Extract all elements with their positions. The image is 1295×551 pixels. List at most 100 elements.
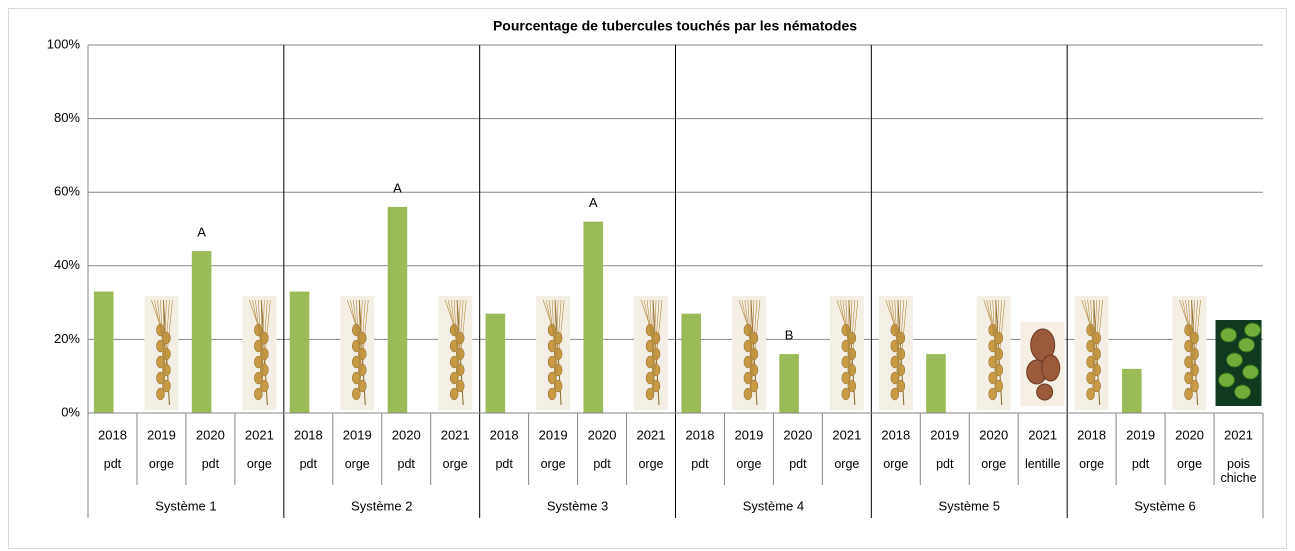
crop-label: orge <box>724 457 773 471</box>
crop-label: orge <box>137 457 186 471</box>
pea <box>1227 353 1243 367</box>
grain <box>156 388 164 400</box>
crop-label: pdt <box>88 457 137 471</box>
bar <box>388 207 408 413</box>
crop-label: orge <box>333 457 382 471</box>
crop-label-box: orge <box>431 457 480 491</box>
crop-picture <box>1216 320 1262 406</box>
crop-label-box: orge <box>871 457 920 491</box>
bar <box>681 314 701 413</box>
crop-label-box: orge <box>969 457 1018 491</box>
crop-label: pdt <box>284 457 333 471</box>
x-tick-label: 2019 <box>734 427 763 442</box>
pea <box>1219 373 1235 387</box>
crop-label: pdt <box>480 457 529 471</box>
crop-picture <box>879 296 913 410</box>
x-tick-label: 2018 <box>881 427 910 442</box>
grain <box>989 388 997 400</box>
x-tick-label: 2021 <box>1028 427 1057 442</box>
crop-label-box: pdt <box>1116 457 1165 491</box>
crop-picture <box>830 296 864 410</box>
significance-letter: A <box>393 180 402 195</box>
group-label: Système 2 <box>351 498 412 513</box>
crop-label-box: pdt <box>88 457 137 491</box>
crop-label-box: pdt <box>773 457 822 491</box>
y-tick-label: 60% <box>54 184 80 199</box>
crop-label: lentille <box>1018 457 1067 471</box>
pod <box>1042 355 1060 381</box>
crop-label-box: pdt <box>676 457 725 491</box>
crop-label-box: orge <box>529 457 578 491</box>
crop-label-box: orge <box>137 457 186 491</box>
crop-label-box: orge <box>235 457 284 491</box>
grain <box>842 388 850 400</box>
crop-label: pois chiche <box>1214 457 1263 485</box>
x-tick-label: 2021 <box>441 427 470 442</box>
x-tick-label: 2021 <box>245 427 274 442</box>
x-tick-label: 2020 <box>196 427 225 442</box>
crop-label-box: orge <box>333 457 382 491</box>
group-label: Système 5 <box>939 498 1000 513</box>
grain <box>891 388 899 400</box>
bar <box>926 354 946 413</box>
y-tick-label: 20% <box>54 331 80 346</box>
crop-label: orge <box>1165 457 1214 471</box>
crop-label: pdt <box>578 457 627 471</box>
crop-picture <box>536 296 570 410</box>
x-tick-label: 2021 <box>637 427 666 442</box>
crop-picture <box>634 296 668 410</box>
chart: Pourcentage de tubercules touchés par le… <box>0 0 1295 551</box>
grain <box>1087 388 1095 400</box>
crop-label: pdt <box>773 457 822 471</box>
bar <box>290 292 310 413</box>
crop-label: orge <box>235 457 284 471</box>
crop-label-box: pdt <box>284 457 333 491</box>
crop-picture <box>144 296 178 410</box>
significance-letter: A <box>589 195 598 210</box>
crop-label-box: orge <box>822 457 871 491</box>
crop-label: pdt <box>186 457 235 471</box>
crop-label-box: orge <box>1165 457 1214 491</box>
bar <box>583 222 603 413</box>
page: Pourcentage de tubercules touchés par le… <box>0 0 1295 551</box>
group-label: Système 1 <box>155 498 216 513</box>
grain <box>352 388 360 400</box>
crop-label-box: orge <box>627 457 676 491</box>
x-tick-label: 2019 <box>1126 427 1155 442</box>
grain <box>254 388 262 400</box>
x-tick-label: 2021 <box>1224 427 1253 442</box>
x-tick-label: 2018 <box>98 427 127 442</box>
significance-letter: A <box>197 225 206 240</box>
x-tick-label: 2021 <box>832 427 861 442</box>
chart-title: Pourcentage de tubercules touchés par le… <box>493 18 857 34</box>
crop-label-box: lentille <box>1018 457 1067 491</box>
grain <box>646 388 654 400</box>
x-tick-label: 2019 <box>930 427 959 442</box>
x-tick-label: 2018 <box>294 427 323 442</box>
x-tick-label: 2018 <box>686 427 715 442</box>
x-tick-label: 2019 <box>539 427 568 442</box>
crop-label-box: pdt <box>578 457 627 491</box>
y-tick-label: 0% <box>61 404 80 419</box>
crop-picture <box>242 296 276 410</box>
x-tick-label: 2020 <box>783 427 812 442</box>
crop-picture <box>1173 296 1207 410</box>
crop-label: orge <box>969 457 1018 471</box>
crop-label-box: pois chiche <box>1214 457 1263 491</box>
bar <box>779 354 799 413</box>
crop-picture <box>438 296 472 410</box>
crop-label: pdt <box>1116 457 1165 471</box>
x-tick-label: 2019 <box>343 427 372 442</box>
grain <box>450 388 458 400</box>
x-tick-label: 2020 <box>979 427 1008 442</box>
crop-label: pdt <box>920 457 969 471</box>
pea <box>1243 365 1259 379</box>
grain <box>744 388 752 400</box>
significance-letter: B <box>785 328 794 343</box>
crop-label-box: orge <box>1067 457 1116 491</box>
group-label: Système 4 <box>743 498 804 513</box>
crop-label: orge <box>822 457 871 471</box>
x-tick-label: 2020 <box>392 427 421 442</box>
x-tick-label: 2018 <box>490 427 519 442</box>
crop-picture <box>1021 322 1065 406</box>
